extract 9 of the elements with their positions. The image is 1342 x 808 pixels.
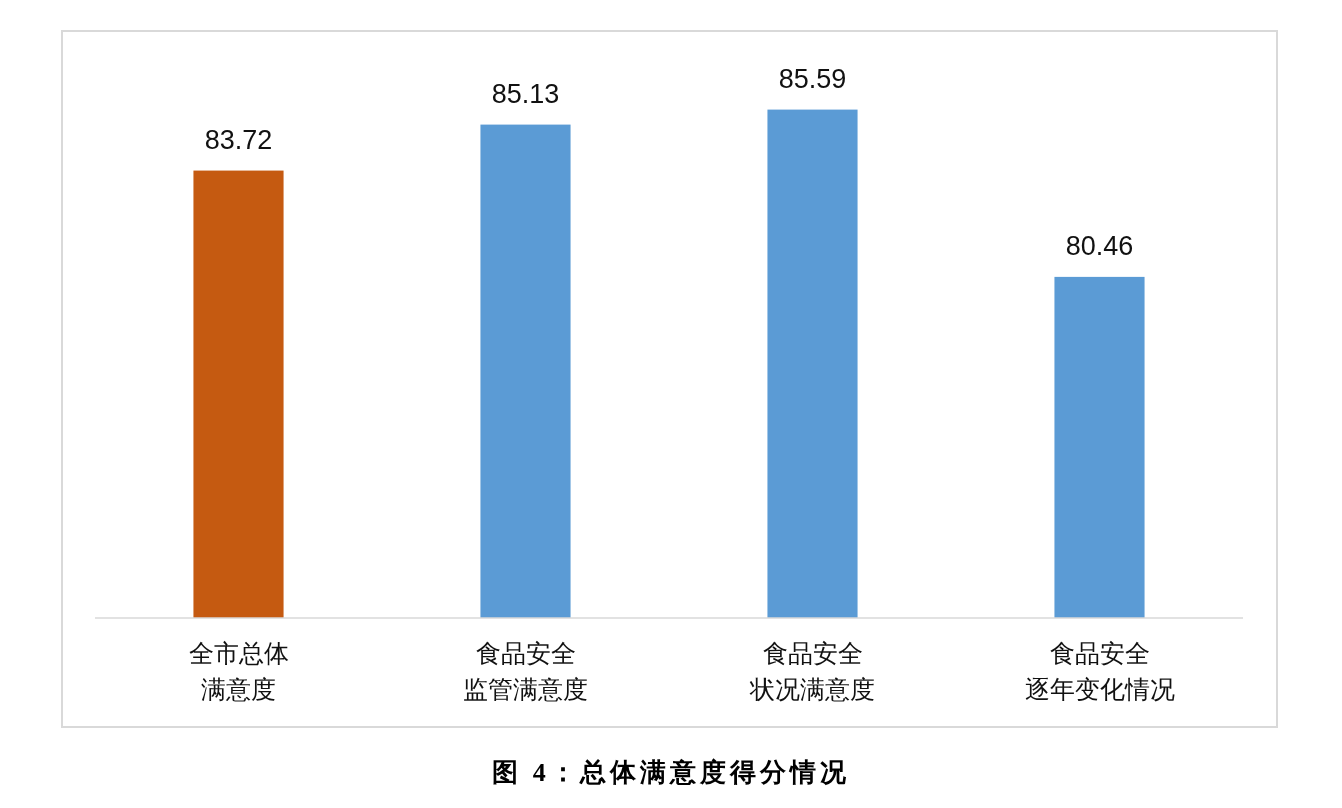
text: 图 4：总体满意度得分情况 xyxy=(492,758,850,787)
x-tick-label: 全市总体满意度 xyxy=(188,639,289,703)
x-tick-label: 食品安全逐年变化情况 xyxy=(1024,639,1175,703)
data-label: 85.59 xyxy=(778,63,847,94)
data-label: 85.13 xyxy=(491,78,560,109)
data-label: 80.46 xyxy=(1065,230,1134,261)
x-tick-label: 食品安全监管满意度 xyxy=(463,639,588,703)
x-tick-label: 食品安全状况满意度 xyxy=(749,639,875,703)
data-label: 83.72 xyxy=(204,124,273,155)
